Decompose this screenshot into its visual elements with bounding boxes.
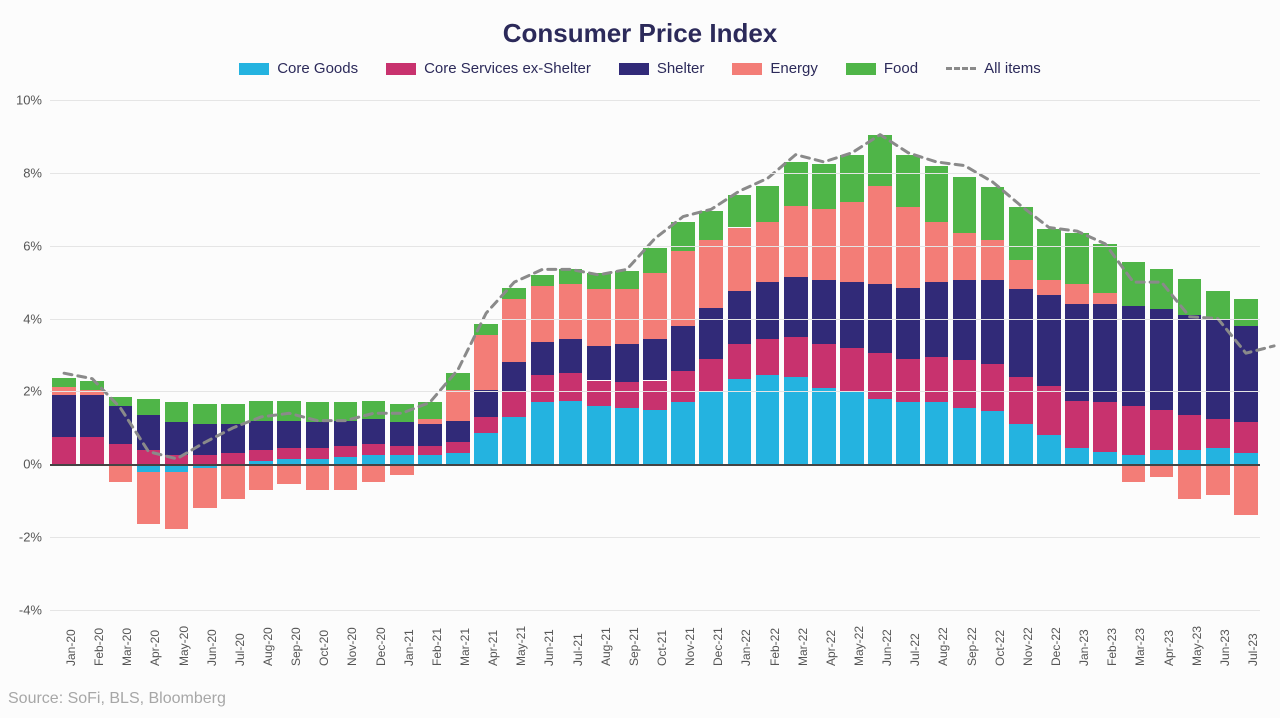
x-tick-label: Mar-21: [458, 628, 472, 666]
x-tick-label: Jan-21: [402, 629, 416, 666]
x-tick-label: Mar-23: [1133, 628, 1147, 666]
x-tick-label: Jan-23: [1077, 629, 1091, 666]
grid-line: [50, 319, 1260, 320]
x-tick-label: Dec-21: [711, 627, 725, 666]
x-tick-label: Sep-22: [965, 627, 979, 666]
plot-area: Jan-20Feb-20Mar-20Apr-20May-20Jun-20Jul-…: [50, 100, 1260, 610]
x-tick-label: Apr-20: [148, 630, 162, 666]
x-tick-label: Aug-21: [599, 627, 613, 666]
legend-swatch: [846, 63, 876, 75]
x-tick-label: Jan-20: [64, 629, 78, 666]
x-tick-label: Jul-21: [571, 633, 585, 666]
legend-label: Core Services ex-Shelter: [424, 60, 591, 77]
y-tick-label: 10%: [0, 93, 42, 108]
legend-label: All items: [984, 60, 1041, 77]
chart-title: Consumer Price Index: [0, 18, 1280, 49]
x-tick-label: Dec-20: [374, 627, 388, 666]
legend-swatch: [239, 63, 269, 75]
x-tick-label: Apr-22: [824, 630, 838, 666]
legend-label: Shelter: [657, 60, 705, 77]
x-tick-label: Apr-23: [1162, 630, 1176, 666]
grid-line: [50, 610, 1260, 611]
x-tick-label: Jun-23: [1218, 629, 1232, 666]
y-tick-label: 8%: [0, 165, 42, 180]
zero-line: [50, 464, 1260, 466]
grid-line: [50, 173, 1260, 174]
x-tick-label: Feb-23: [1105, 628, 1119, 666]
y-tick-label: 2%: [0, 384, 42, 399]
x-tick-label: May-20: [177, 626, 191, 666]
x-tick-label: Oct-21: [655, 630, 669, 666]
x-tick-label: May-23: [1190, 626, 1204, 666]
legend-item: Shelter: [619, 60, 705, 77]
x-tick-label: Dec-22: [1049, 627, 1063, 666]
legend: Core Goods Core Services ex-Shelter Shelte…: [0, 60, 1280, 77]
x-tick-label: Aug-22: [936, 627, 950, 666]
legend-item: Core Goods: [239, 60, 358, 77]
x-tick-label: Feb-21: [430, 628, 444, 666]
y-tick-label: 4%: [0, 311, 42, 326]
grid-line: [50, 391, 1260, 392]
y-tick-label: 0%: [0, 457, 42, 472]
x-tick-label: Jul-22: [908, 633, 922, 666]
x-tick-label: Jun-21: [542, 629, 556, 666]
legend-swatch: [386, 63, 416, 75]
legend-item: Core Services ex-Shelter: [386, 60, 591, 77]
y-tick-label: 6%: [0, 238, 42, 253]
legend-label: Food: [884, 60, 918, 77]
x-tick-label: May-22: [852, 626, 866, 666]
grid-line: [50, 537, 1260, 538]
x-tick-label: Jul-20: [233, 633, 247, 666]
legend-item: Food: [846, 60, 918, 77]
x-tick-label: Jun-22: [880, 629, 894, 666]
legend-item: All items: [946, 60, 1041, 77]
x-tick-label: Nov-22: [1021, 627, 1035, 666]
y-tick-label: -2%: [0, 530, 42, 545]
x-tick-label: Feb-22: [768, 628, 782, 666]
x-tick-label: Apr-21: [486, 630, 500, 666]
grid-line: [50, 246, 1260, 247]
x-tick-label: Aug-20: [261, 627, 275, 666]
x-tick-label: Feb-20: [92, 628, 106, 666]
x-tick-label: Jan-22: [739, 629, 753, 666]
x-tick-label: Sep-20: [289, 627, 303, 666]
x-tick-label: Oct-20: [317, 630, 331, 666]
all-items-path: [64, 135, 1274, 459]
legend-swatch: [732, 63, 762, 75]
legend-line-swatch: [946, 67, 976, 70]
legend-item: Energy: [732, 60, 818, 77]
legend-label: Core Goods: [277, 60, 358, 77]
cpi-chart-container: Consumer Price Index Core Goods Core Serv…: [0, 0, 1280, 718]
x-tick-label: Sep-21: [627, 627, 641, 666]
grid-line: [50, 100, 1260, 101]
x-tick-label: May-21: [514, 626, 528, 666]
x-tick-label: Nov-20: [345, 627, 359, 666]
x-tick-label: Jun-20: [205, 629, 219, 666]
all-items-line: [50, 100, 1260, 610]
x-tick-label: Mar-22: [796, 628, 810, 666]
x-tick-label: Jul-23: [1246, 633, 1260, 666]
y-tick-label: -4%: [0, 603, 42, 618]
legend-swatch: [619, 63, 649, 75]
legend-label: Energy: [770, 60, 818, 77]
x-tick-label: Nov-21: [683, 627, 697, 666]
x-tick-label: Oct-22: [993, 630, 1007, 666]
x-tick-label: Mar-20: [120, 628, 134, 666]
source-note: Source: SoFi, BLS, Bloomberg: [8, 690, 226, 708]
